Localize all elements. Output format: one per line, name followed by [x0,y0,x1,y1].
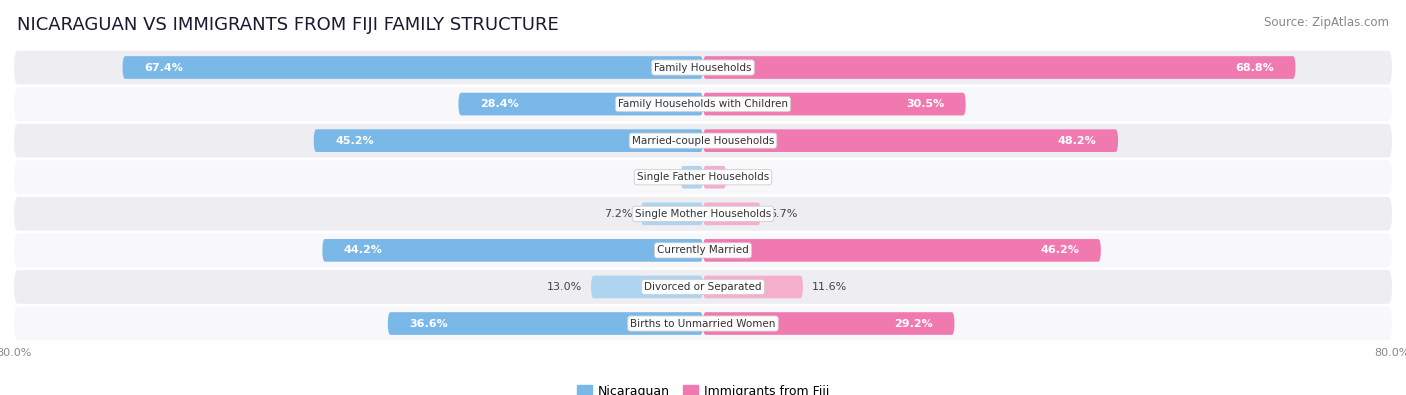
FancyBboxPatch shape [14,124,1392,158]
FancyBboxPatch shape [458,93,703,115]
Text: 28.4%: 28.4% [479,99,519,109]
Text: 2.6%: 2.6% [644,172,672,182]
Text: Births to Unmarried Women: Births to Unmarried Women [630,318,776,329]
Text: Single Father Households: Single Father Households [637,172,769,182]
FancyBboxPatch shape [591,276,703,298]
FancyBboxPatch shape [14,307,1392,340]
FancyBboxPatch shape [681,166,703,188]
Text: Family Households with Children: Family Households with Children [619,99,787,109]
Text: Family Households: Family Households [654,62,752,73]
Text: 7.2%: 7.2% [605,209,633,219]
FancyBboxPatch shape [703,93,966,115]
FancyBboxPatch shape [703,239,1101,262]
FancyBboxPatch shape [703,203,761,225]
Text: 44.2%: 44.2% [344,245,382,256]
Text: 30.5%: 30.5% [905,99,945,109]
Text: 29.2%: 29.2% [894,318,934,329]
Text: 36.6%: 36.6% [409,318,449,329]
FancyBboxPatch shape [14,233,1392,267]
FancyBboxPatch shape [314,129,703,152]
FancyBboxPatch shape [14,270,1392,304]
Text: 13.0%: 13.0% [547,282,582,292]
Text: Divorced or Separated: Divorced or Separated [644,282,762,292]
Text: Single Mother Households: Single Mother Households [636,209,770,219]
Text: Currently Married: Currently Married [657,245,749,256]
FancyBboxPatch shape [322,239,703,262]
Text: NICARAGUAN VS IMMIGRANTS FROM FIJI FAMILY STRUCTURE: NICARAGUAN VS IMMIGRANTS FROM FIJI FAMIL… [17,16,558,34]
FancyBboxPatch shape [703,129,1118,152]
Legend: Nicaraguan, Immigrants from Fiji: Nicaraguan, Immigrants from Fiji [572,380,834,395]
Text: 48.2%: 48.2% [1057,135,1097,146]
FancyBboxPatch shape [388,312,703,335]
FancyBboxPatch shape [703,312,955,335]
FancyBboxPatch shape [14,160,1392,194]
Text: 11.6%: 11.6% [811,282,846,292]
FancyBboxPatch shape [14,51,1392,85]
Text: 67.4%: 67.4% [143,62,183,73]
Text: 68.8%: 68.8% [1236,62,1274,73]
Text: 6.7%: 6.7% [769,209,797,219]
Text: 46.2%: 46.2% [1040,245,1080,256]
FancyBboxPatch shape [703,166,727,188]
Text: 45.2%: 45.2% [335,135,374,146]
FancyBboxPatch shape [641,203,703,225]
Text: Married-couple Households: Married-couple Households [631,135,775,146]
FancyBboxPatch shape [122,56,703,79]
FancyBboxPatch shape [703,276,803,298]
Text: 2.7%: 2.7% [735,172,763,182]
FancyBboxPatch shape [14,197,1392,231]
FancyBboxPatch shape [14,87,1392,121]
FancyBboxPatch shape [703,56,1295,79]
Text: Source: ZipAtlas.com: Source: ZipAtlas.com [1264,16,1389,29]
